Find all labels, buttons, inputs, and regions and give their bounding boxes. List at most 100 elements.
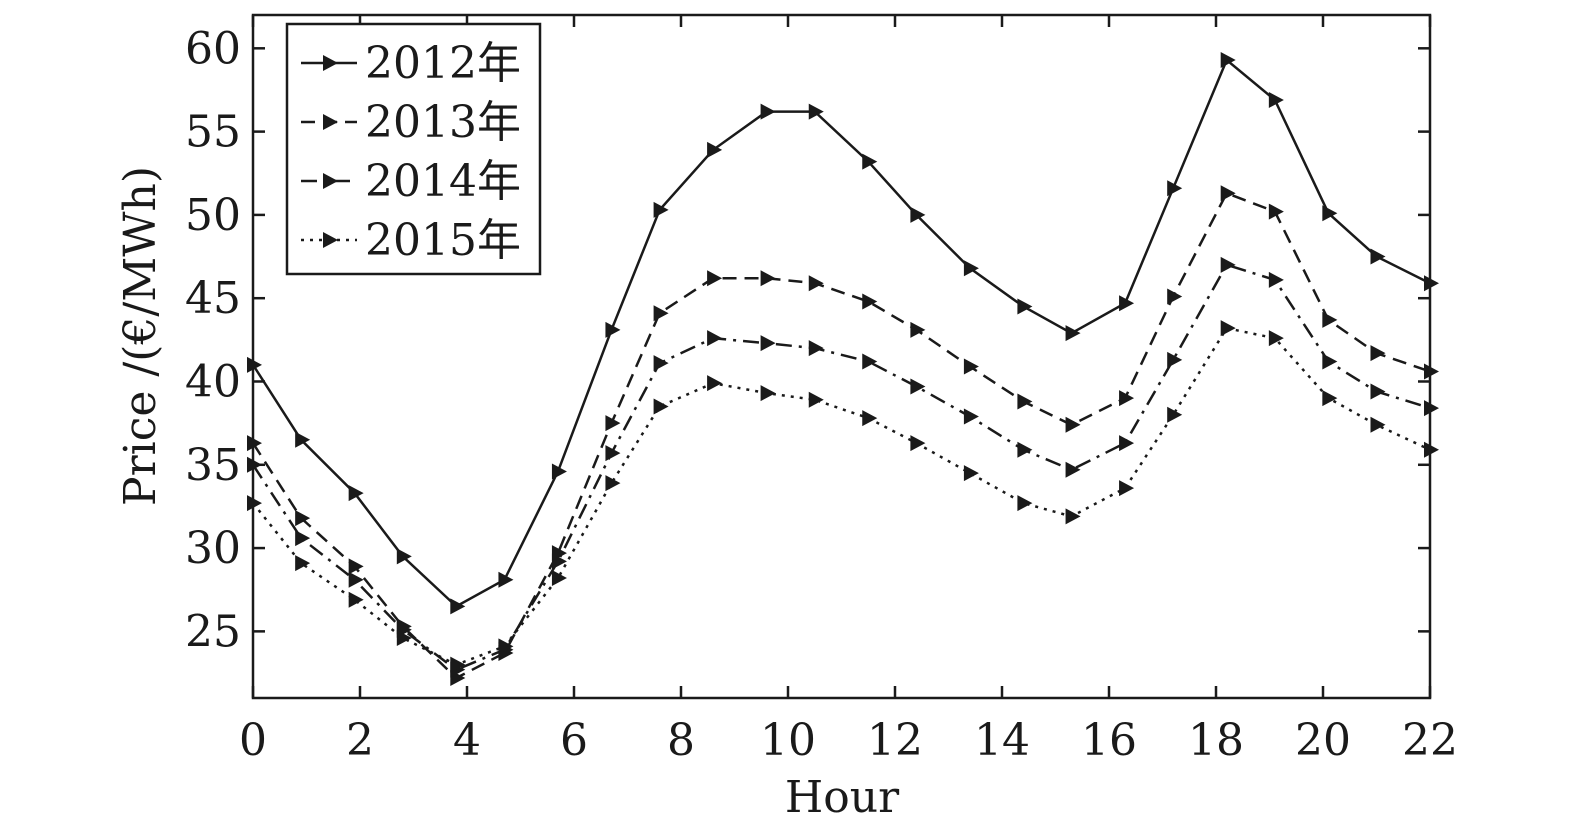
data-point [1220,256,1236,273]
data-point [1017,393,1033,410]
data-point [963,408,979,425]
series-line [251,263,1431,672]
x-tick-label: 2 [346,715,374,766]
x-tick-label: 0 [239,715,267,766]
data-point [1424,275,1439,292]
data-point [707,270,723,287]
data-point [1424,363,1439,380]
data-point [348,571,364,588]
series-2 [247,185,1439,687]
data-point [862,353,878,370]
data-point [910,206,926,223]
data-point [910,321,926,338]
data-point [1322,205,1338,222]
data-point [396,630,412,647]
data-point [808,275,824,292]
legend-label: 2014年 [365,156,521,207]
y-tick-label: 45 [185,273,241,324]
data-point [498,638,514,655]
data-point [295,510,311,527]
data-point [1119,480,1135,497]
data-point [963,465,979,482]
legend-entry: 2015年 [301,215,521,266]
data-point [450,598,466,615]
legend-label: 2012年 [365,38,521,89]
legend-marker [323,232,338,248]
data-point [862,293,878,310]
data-point [1017,441,1033,458]
data-point [808,340,824,357]
data-point [348,485,364,502]
legend-entry: 2013年 [301,97,521,148]
data-point [760,270,776,287]
y-axis-title: Price /(€/MWh) [115,166,166,506]
data-point [295,431,311,448]
data-point [605,415,621,432]
series-line [251,57,1431,608]
data-point [1322,353,1338,370]
x-tick-label: 4 [453,715,481,766]
data-point [551,553,567,570]
data-point [808,103,824,120]
legend-entry: 2014年 [301,156,521,207]
legend-marker [323,114,338,130]
data-point [760,335,776,352]
series-4 [247,320,1439,673]
y-tick-label: 25 [185,606,241,657]
data-point [1220,51,1236,68]
y-tick-label: 60 [185,23,241,74]
data-point [862,153,878,170]
data-point [1220,185,1236,202]
data-point [707,375,723,392]
y-tick-label: 50 [185,190,241,241]
x-tick-label: 16 [1081,715,1137,766]
y-tick-label: 30 [185,523,241,574]
data-point [1167,180,1183,197]
series-line [252,326,1431,667]
data-point [247,495,262,512]
legend-label: 2015年 [365,215,521,266]
legend-marker [323,55,338,71]
data-point [605,321,621,338]
data-point [1424,400,1439,417]
data-point [450,656,466,673]
data-point [1370,345,1386,362]
data-point [498,571,514,588]
data-point [963,358,979,375]
y-tick-label: 35 [185,440,241,491]
series-3 [247,256,1439,678]
y-tick-label: 40 [185,356,241,407]
data-point [1424,441,1439,458]
legend-marker [323,173,338,189]
data-point [963,260,979,277]
data-point [1017,495,1033,512]
data-point [910,435,926,452]
data-point [1065,416,1081,433]
data-point [760,385,776,402]
data-point [247,356,262,373]
data-point [707,330,723,347]
data-point [551,570,567,587]
data-point [1119,390,1135,407]
data-point [760,103,776,120]
data-point [862,410,878,427]
data-point [295,555,311,572]
x-tick-label: 8 [667,715,695,766]
data-point [1322,390,1338,407]
data-point [1268,91,1284,108]
data-point [1065,325,1081,342]
data-point [1017,298,1033,315]
data-point [1322,311,1338,328]
data-point [605,475,621,492]
legend-label: 2013年 [365,97,521,148]
x-tick-label: 14 [974,715,1030,766]
legend-entry: 2012年 [301,38,521,89]
data-point [1119,295,1135,312]
data-point [1065,461,1081,478]
data-point [605,445,621,462]
data-point [808,391,824,408]
data-point [653,398,669,415]
data-point [348,558,364,575]
legend: 2012年 2013年 2014年 2015年 [285,22,542,276]
axes: 0 2 4 6 8 10 12 14 16 18 20 22 25 30 35 40 45 50 55 60 [185,13,1458,766]
